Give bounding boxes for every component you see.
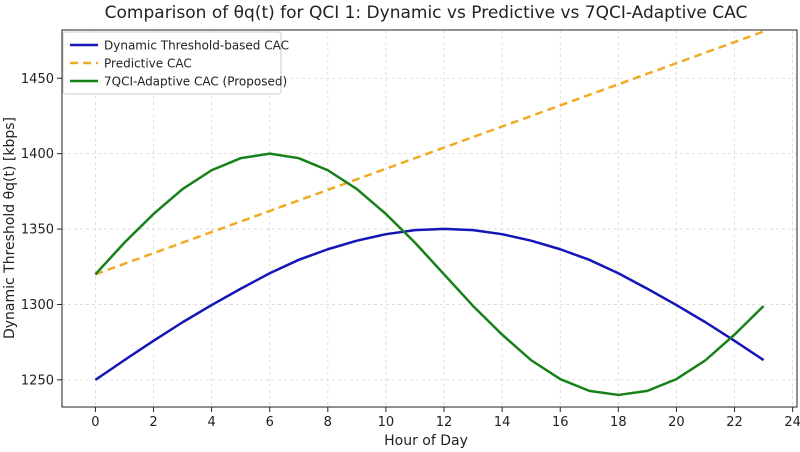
x-tick-label: 10 <box>378 415 395 430</box>
x-tick-label: 6 <box>266 415 274 430</box>
y-tick-label: 1450 <box>21 72 54 87</box>
x-axis-label: Hour of Day <box>384 433 468 449</box>
legend-label-7qci: 7QCI-Adaptive CAC (Proposed) <box>104 75 287 89</box>
x-tick-label: 16 <box>552 415 569 430</box>
x-tick-label: 22 <box>726 415 743 430</box>
x-tick-label: 14 <box>494 415 511 430</box>
legend: Dynamic Threshold-based CAC Predictive C… <box>62 31 289 95</box>
series-line-predictive <box>94 30 765 276</box>
legend-label-dynamic: Dynamic Threshold-based CAC <box>104 39 289 53</box>
plot-area <box>61 29 798 408</box>
chart-title: Comparison of θq(t) for QCI 1: Dynamic v… <box>105 3 748 23</box>
x-tick-label: 12 <box>436 415 453 430</box>
legend-box <box>62 31 282 95</box>
y-tick-label: 1250 <box>21 373 54 388</box>
x-tick-label: 8 <box>324 415 332 430</box>
x-tick-label: 18 <box>610 415 627 430</box>
x-tick-label: 24 <box>784 415 800 430</box>
x-tick-label: 0 <box>91 415 99 430</box>
legend-label-predictive: Predictive CAC <box>104 57 192 71</box>
x-tick-label: 20 <box>668 415 685 430</box>
x-tick-label: 2 <box>149 415 157 430</box>
y-tick-label: 1350 <box>21 223 54 238</box>
series-line-7qci <box>94 152 765 397</box>
y-axis-label: Dynamic Threshold θq(t) [kbps] <box>2 117 18 339</box>
x-tick-label: 4 <box>207 415 215 430</box>
y-tick-label: 1400 <box>21 147 54 162</box>
series-layer <box>94 30 765 397</box>
x-axis: 0 2 4 6 8 10 12 14 16 18 20 22 24 <box>91 407 800 430</box>
series-line-dynamic <box>94 227 765 381</box>
y-axis: 1250 1300 1350 1400 1450 <box>21 72 62 388</box>
y-tick-label: 1300 <box>21 298 54 313</box>
